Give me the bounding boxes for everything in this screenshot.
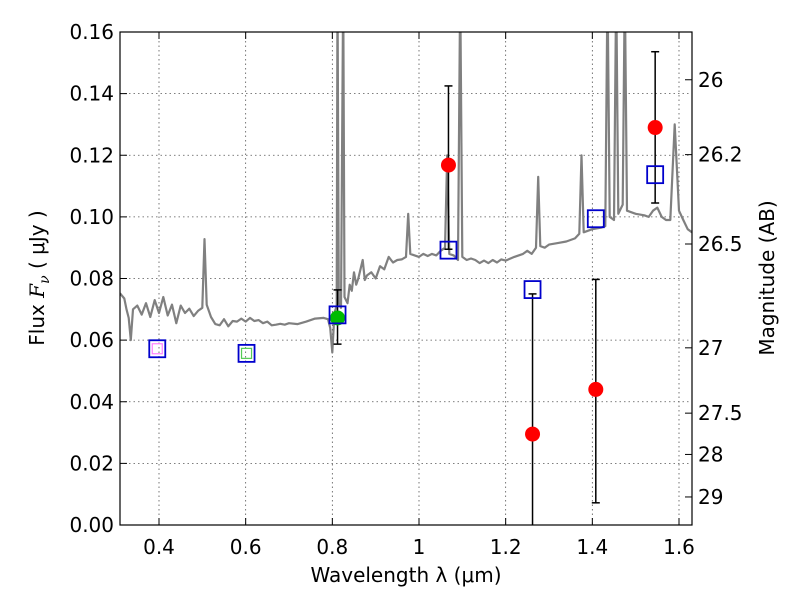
model-flux-square xyxy=(439,240,458,260)
model-flux-square xyxy=(237,343,256,363)
x-axis-ticks: 0.4 0.6 0.8 1 1.2 1.4 1.6 xyxy=(143,32,695,559)
model-flux-square xyxy=(148,339,167,359)
x-tick-label: 1.6 xyxy=(663,535,695,559)
observed-flux-point xyxy=(240,347,253,359)
model-flux-square xyxy=(586,209,605,229)
y-axis-title-symbol: F xyxy=(25,283,49,299)
marker-layer xyxy=(148,120,665,442)
x-tick-label: 1.4 xyxy=(576,535,608,559)
y-axis-ticks: 0.00 0.02 0.04 0.06 0.08 0.10 0.12 0.14 0.16 xyxy=(69,20,127,537)
x-axis-title: Wavelength λ (μm) xyxy=(310,563,501,587)
y-axis-title-prefix: Flux xyxy=(25,298,49,346)
magnitude-tick-label: 26 xyxy=(698,68,723,92)
y-tick-label: 0.14 xyxy=(69,82,114,106)
y-tick-label: 0.02 xyxy=(69,451,114,475)
x-tick-label: 0.6 xyxy=(230,535,262,559)
observed-flux-point xyxy=(440,157,456,173)
y-tick-label: 0.12 xyxy=(69,143,114,167)
y-axis-title-subscript: ν xyxy=(37,275,53,284)
x-tick-label: 1 xyxy=(413,535,426,559)
y-tick-label: 0.00 xyxy=(69,513,114,537)
observed-flux-point xyxy=(588,381,604,397)
observed-flux-point xyxy=(525,426,541,442)
model-flux-square xyxy=(523,280,542,299)
y-tick-label: 0.06 xyxy=(69,328,114,352)
magnitude-tick-label: 26.5 xyxy=(698,232,743,256)
magnitude-tick-label: 28 xyxy=(698,442,723,466)
x-tick-label: 0.8 xyxy=(316,535,348,559)
model-flux-square xyxy=(328,305,347,325)
y-tick-label: 0.04 xyxy=(69,390,114,414)
magnitude-tick-label: 26.2 xyxy=(698,143,743,167)
right-y-axis-title: Magnitude (AB) xyxy=(755,200,779,355)
observed-flux-point xyxy=(330,310,346,326)
magnitude-axis-ticks: 26 26.2 26.5 27 27.5 28 29 xyxy=(685,68,743,509)
x-tick-label: 0.4 xyxy=(143,535,175,559)
grid xyxy=(120,32,692,525)
y-tick-label: 0.08 xyxy=(69,267,114,291)
x-tick-label: 1.2 xyxy=(490,535,522,559)
y-tick-label: 0.10 xyxy=(69,205,114,229)
observed-flux-point xyxy=(151,343,163,355)
model-flux-square xyxy=(646,165,665,185)
spectrum-layer xyxy=(120,32,692,354)
magnitude-tick-label: 27 xyxy=(698,336,723,360)
magnitude-tick-label: 29 xyxy=(698,485,723,509)
y-axis-title: Flux Fν ( μJy ) xyxy=(25,210,53,345)
y-tick-label: 0.16 xyxy=(69,20,114,44)
y-axis-title-suffix: ( μJy ) xyxy=(25,210,49,275)
observed-flux-point xyxy=(647,120,663,136)
magnitude-tick-label: 27.5 xyxy=(698,401,743,425)
template-spectrum-line xyxy=(120,32,692,354)
